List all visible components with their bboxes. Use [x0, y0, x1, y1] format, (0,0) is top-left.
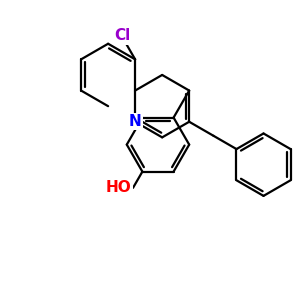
Text: Cl: Cl [115, 28, 131, 44]
Text: HO: HO [106, 180, 131, 195]
Text: N: N [129, 114, 142, 129]
